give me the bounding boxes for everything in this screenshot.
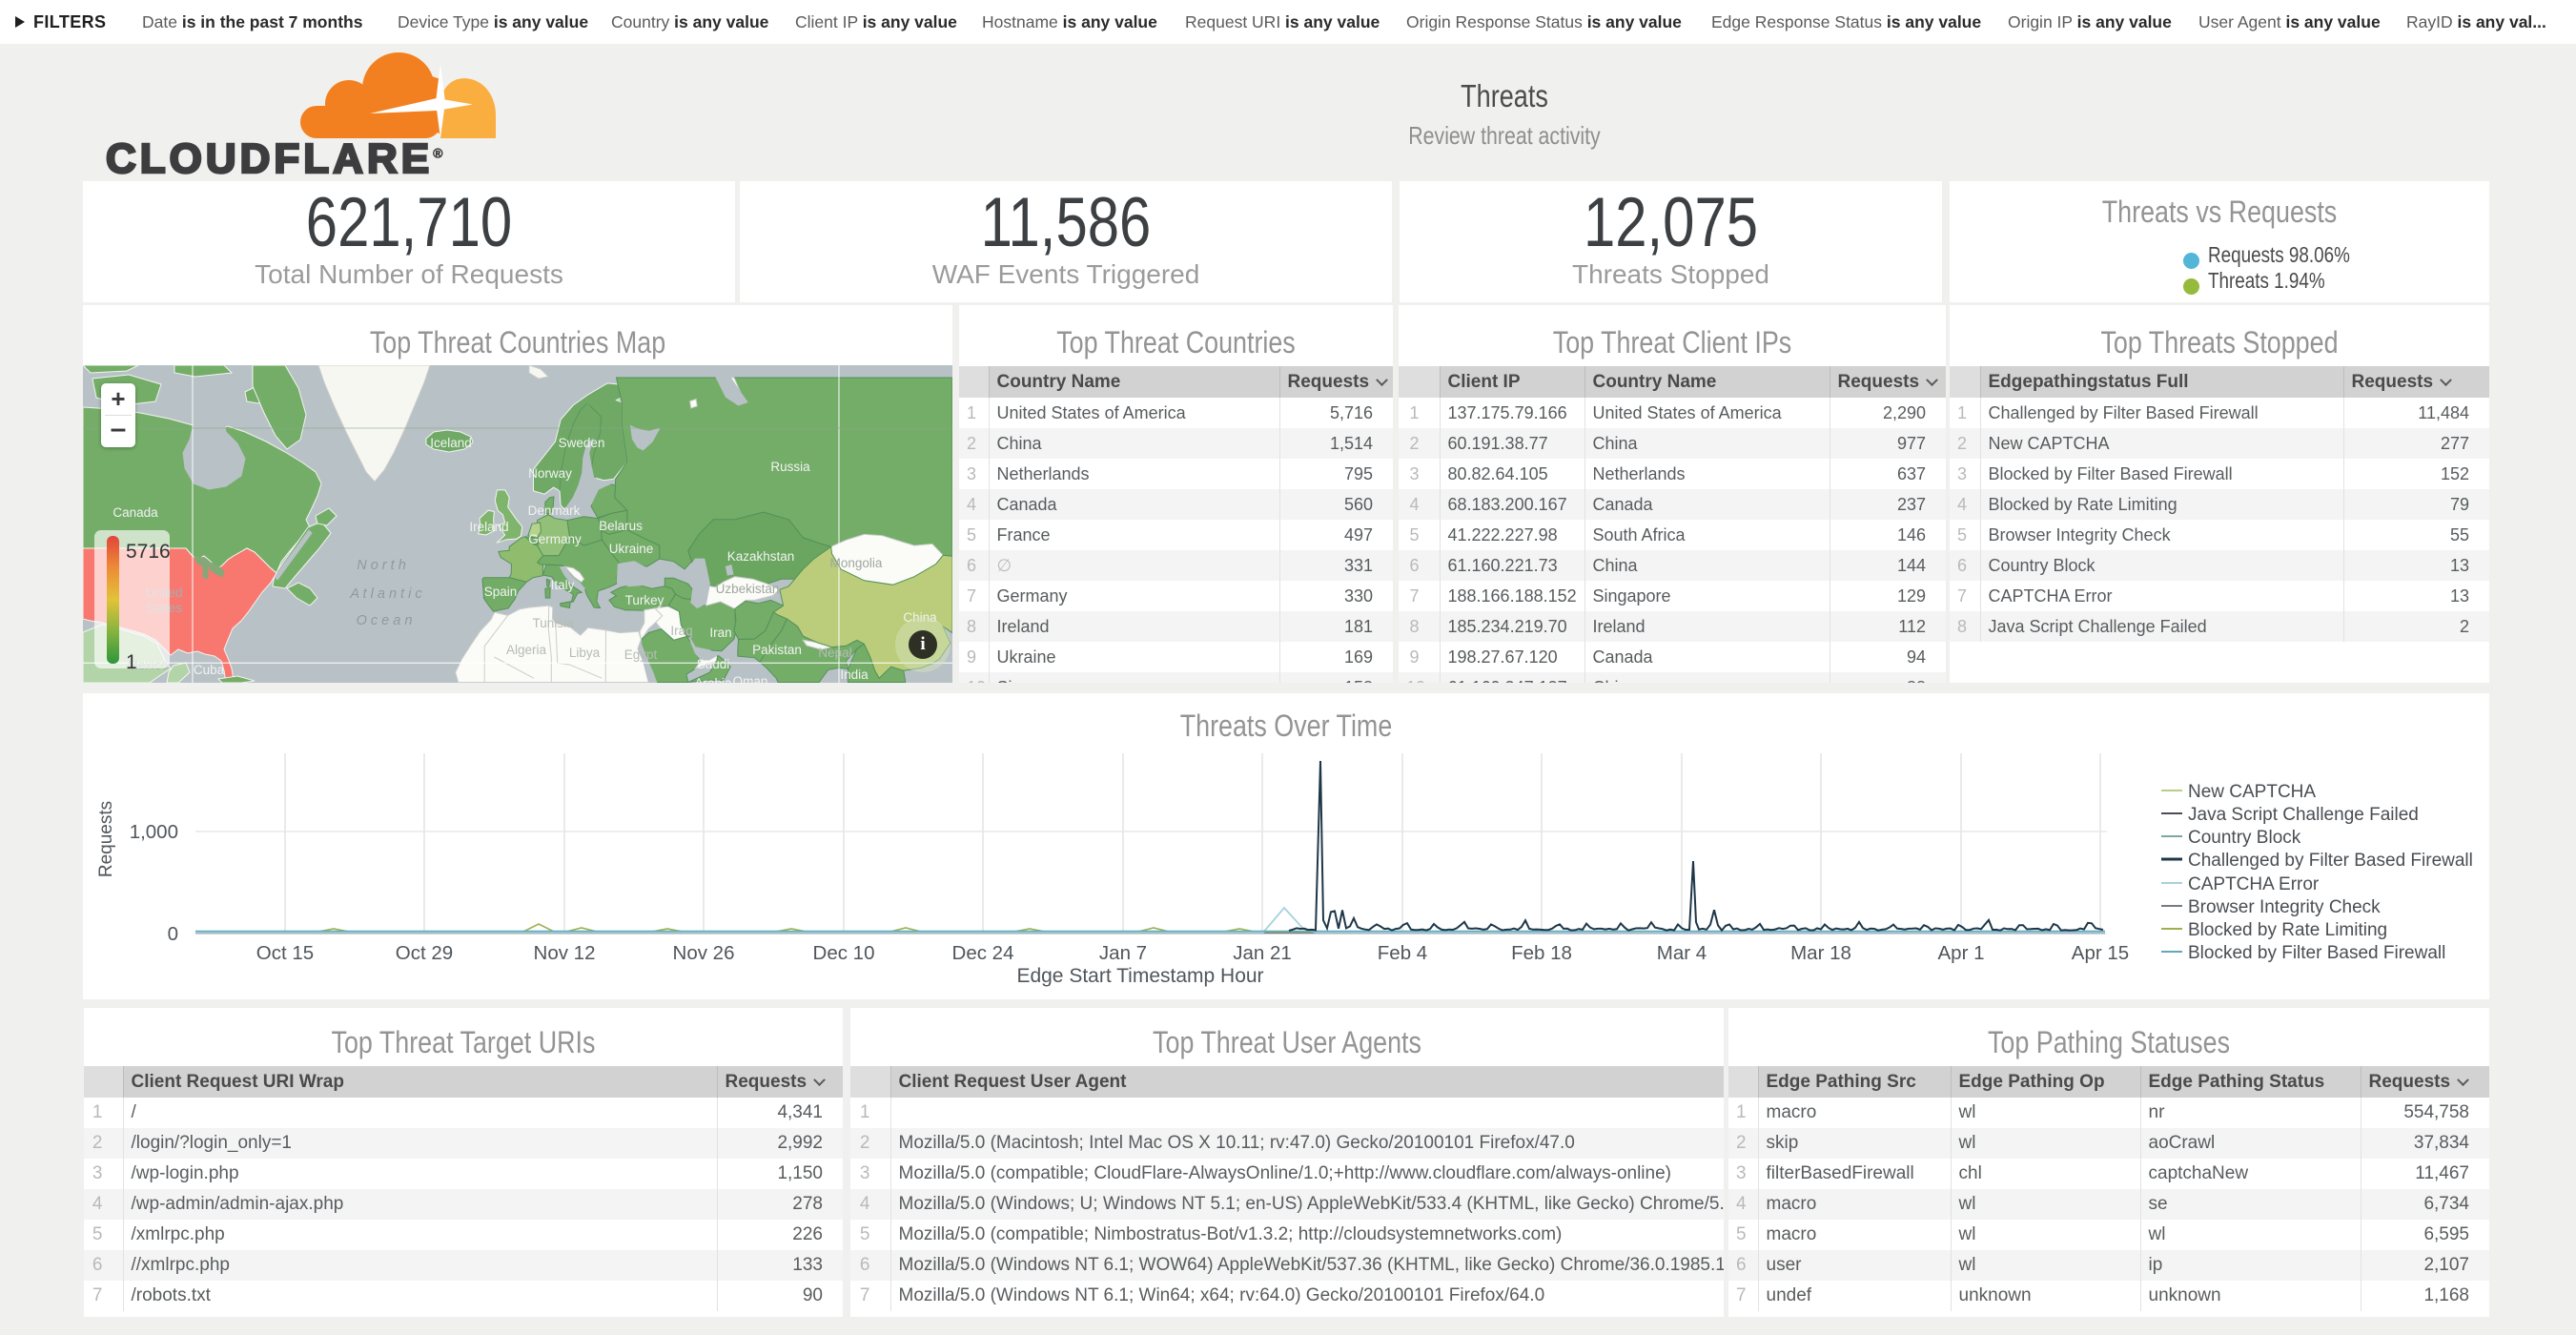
svg-text:Denmark: Denmark bbox=[528, 503, 581, 518]
svg-text:Cuba: Cuba bbox=[194, 663, 225, 677]
svg-text:Requests: Requests bbox=[96, 801, 116, 877]
svg-text:Turkey: Turkey bbox=[625, 593, 664, 607]
svg-text:Feb 4: Feb 4 bbox=[1378, 942, 1427, 964]
svg-text:1: 1 bbox=[126, 651, 137, 668]
svg-text:Russia: Russia bbox=[770, 460, 810, 474]
svg-text:Blocked by Rate Limiting: Blocked by Rate Limiting bbox=[2188, 920, 2387, 940]
svg-text:5716: 5716 bbox=[126, 541, 170, 563]
svg-text:Oct 15: Oct 15 bbox=[256, 942, 314, 964]
svg-text:O c e a n: O c e a n bbox=[357, 613, 413, 628]
svg-text:0: 0 bbox=[168, 923, 178, 945]
svg-text:Algeria: Algeria bbox=[506, 643, 547, 657]
svg-text:Dec 10: Dec 10 bbox=[813, 942, 875, 964]
svg-text:Germany: Germany bbox=[528, 532, 582, 546]
svg-text:Iran: Iran bbox=[709, 626, 731, 640]
svg-text:Arabia: Arabia bbox=[694, 676, 732, 683]
svg-text:Uzbekistan: Uzbekistan bbox=[716, 582, 780, 596]
svg-text:Sweden: Sweden bbox=[559, 436, 605, 450]
svg-text:Belarus: Belarus bbox=[599, 519, 643, 533]
svg-text:Iceland: Iceland bbox=[430, 436, 472, 450]
svg-text:Ukraine: Ukraine bbox=[609, 542, 654, 556]
svg-text:Ireland: Ireland bbox=[469, 520, 508, 534]
svg-text:Challenged by Filter Based Fir: Challenged by Filter Based Firewall bbox=[2188, 851, 2473, 871]
svg-text:Oman: Oman bbox=[733, 674, 768, 683]
svg-text:A t l a n t i c: A t l a n t i c bbox=[349, 586, 422, 602]
svg-text:N o r t h: N o r t h bbox=[357, 558, 406, 573]
svg-text:Browser Integrity Check: Browser Integrity Check bbox=[2188, 897, 2381, 917]
svg-text:China: China bbox=[903, 610, 937, 625]
svg-text:Pakistan: Pakistan bbox=[752, 643, 802, 657]
svg-text:Apr 1: Apr 1 bbox=[1938, 942, 1985, 964]
svg-text:Dec 24: Dec 24 bbox=[952, 942, 1014, 964]
svg-text:Mar 4: Mar 4 bbox=[1657, 942, 1707, 964]
svg-text:1,000: 1,000 bbox=[130, 821, 178, 843]
svg-text:Tunisia: Tunisia bbox=[532, 616, 574, 630]
svg-text:Norway: Norway bbox=[528, 466, 572, 481]
svg-text:Country Block: Country Block bbox=[2188, 828, 2301, 848]
svg-text:Jan 21: Jan 21 bbox=[1233, 942, 1292, 964]
svg-text:Oct 29: Oct 29 bbox=[396, 942, 453, 964]
svg-text:India: India bbox=[840, 668, 869, 682]
svg-text:Nov 26: Nov 26 bbox=[673, 942, 735, 964]
svg-text:CAPTCHA Error: CAPTCHA Error bbox=[2188, 874, 2320, 894]
svg-text:Kazakhstan: Kazakhstan bbox=[727, 549, 795, 564]
svg-text:Mongolia: Mongolia bbox=[830, 556, 883, 570]
svg-text:Blocked by Filter Based Firewa: Blocked by Filter Based Firewall bbox=[2188, 943, 2445, 963]
svg-text:Apr 15: Apr 15 bbox=[2072, 942, 2129, 964]
svg-text:Jan 7: Jan 7 bbox=[1099, 942, 1147, 964]
svg-text:Libya: Libya bbox=[569, 646, 601, 660]
svg-text:Saudi: Saudi bbox=[697, 657, 730, 671]
svg-text:Egypt: Egypt bbox=[624, 647, 658, 662]
svg-text:Spain: Spain bbox=[484, 585, 518, 599]
svg-text:Java Script Challenge Failed: Java Script Challenge Failed bbox=[2188, 805, 2419, 825]
svg-text:Nepal: Nepal bbox=[818, 646, 851, 660]
svg-text:Edge Start Timestamp Hour: Edge Start Timestamp Hour bbox=[1016, 965, 1263, 987]
svg-text:New CAPTCHA: New CAPTCHA bbox=[2188, 782, 2316, 802]
svg-text:Italy: Italy bbox=[551, 578, 575, 592]
svg-text:Nov 12: Nov 12 bbox=[534, 942, 596, 964]
svg-text:Iraq: Iraq bbox=[670, 624, 692, 638]
svg-text:Feb 18: Feb 18 bbox=[1511, 942, 1572, 964]
svg-text:Canada: Canada bbox=[112, 505, 158, 520]
svg-text:Mar 18: Mar 18 bbox=[1790, 942, 1851, 964]
